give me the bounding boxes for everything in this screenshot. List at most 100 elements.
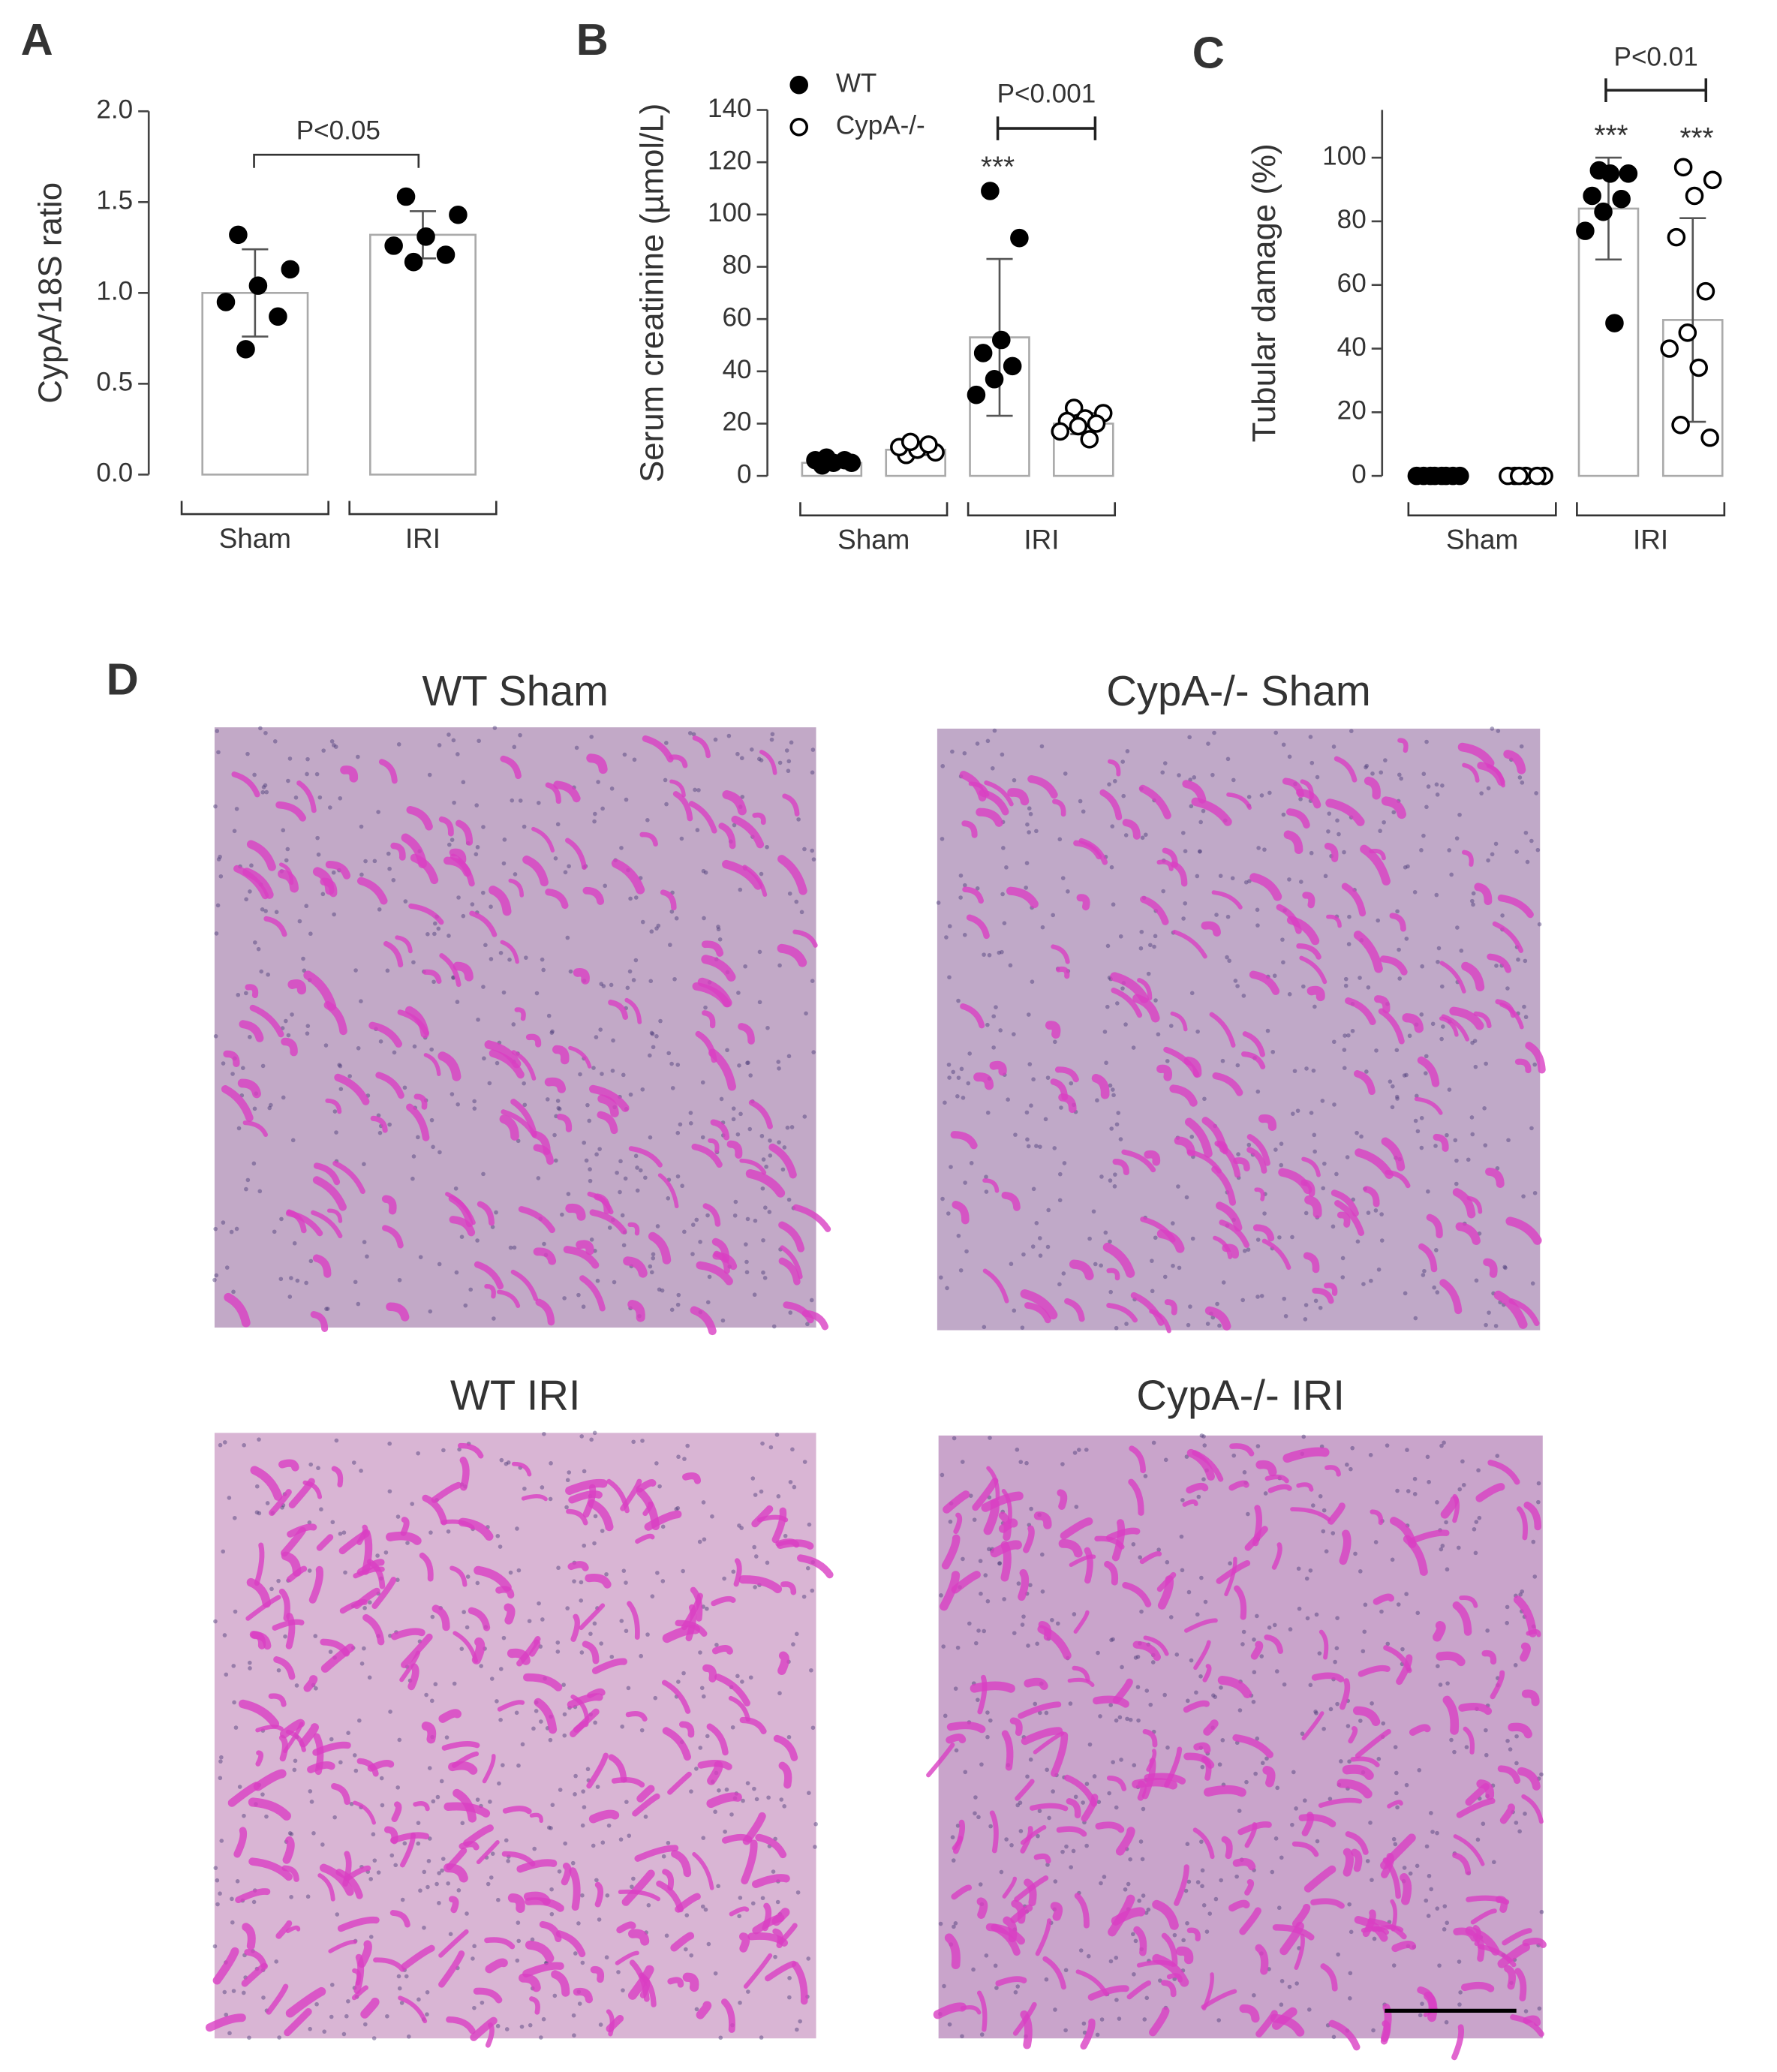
nucleus (1012, 1631, 1017, 1635)
nucleus (1281, 960, 1285, 965)
tubule (516, 1859, 558, 1873)
nucleus (572, 1579, 576, 1583)
nucleus (1537, 922, 1542, 927)
nucleus (422, 1925, 426, 1930)
nucleus (332, 1815, 337, 1820)
tubule (1228, 1480, 1249, 1491)
nucleus (1343, 1033, 1347, 1038)
tubule (1354, 1916, 1388, 1942)
tubule (745, 1168, 786, 1198)
nucleus (1063, 1968, 1069, 1973)
nucleus (1394, 1094, 1400, 1099)
tubule (448, 1761, 478, 1775)
tubule (1439, 1279, 1463, 1315)
tubule (282, 1836, 295, 1864)
nucleus (289, 1895, 293, 1899)
tubule (1470, 1908, 1497, 1925)
tubule (1057, 1489, 1068, 1510)
nucleus (427, 772, 432, 777)
nucleus (703, 1005, 708, 1010)
tubule (1073, 1610, 1090, 1634)
nucleus (675, 1505, 681, 1511)
nucleus (777, 1691, 782, 1696)
nucleus (1474, 1520, 1479, 1524)
nucleus (573, 1773, 578, 1779)
nucleus (947, 924, 952, 929)
nucleus (1297, 1606, 1302, 1611)
nucleus (998, 1028, 1003, 1033)
nucleus (1221, 1280, 1226, 1285)
nucleus (252, 1106, 257, 1111)
nucleus (1404, 1072, 1409, 1078)
nucleus (1133, 1655, 1138, 1660)
tubule (1108, 1894, 1135, 1937)
bar (369, 233, 477, 476)
nucleus (1368, 1821, 1373, 1825)
nucleus (580, 1893, 585, 1898)
nucleus (588, 1178, 593, 1183)
tubule (1111, 988, 1143, 1018)
tubule (1148, 2007, 1170, 2037)
tubule (281, 1865, 299, 1882)
nucleus (1217, 1323, 1222, 1328)
tubule (544, 1077, 567, 1093)
tubule (582, 1484, 597, 1518)
nucleus (215, 1878, 220, 1883)
nucleus (472, 2005, 477, 2010)
nucleus (1034, 1144, 1039, 1148)
nucleus (1107, 1791, 1111, 1796)
nucleus (257, 1511, 262, 1516)
nucleus (286, 1033, 291, 1038)
tubule (618, 1889, 661, 1902)
nucleus (999, 1869, 1004, 1875)
tubule (1318, 1797, 1363, 1808)
nucleus (304, 904, 309, 909)
nucleus (963, 883, 967, 888)
tubule (1184, 1618, 1218, 1633)
tubule (459, 1457, 470, 1491)
tubule (1462, 762, 1480, 783)
tubule (275, 1920, 293, 1939)
nucleus (975, 886, 980, 891)
nucleus (1132, 1971, 1136, 1977)
tubule (525, 1033, 542, 1048)
nucleus (402, 1841, 407, 1846)
nucleus (639, 1653, 643, 1659)
nucleus (714, 1643, 719, 1647)
tubule (398, 1995, 428, 2024)
tubule (989, 1810, 999, 1854)
nucleus (1252, 1670, 1257, 1675)
tubule (951, 1884, 973, 1900)
nucleus (731, 1106, 736, 1111)
nucleus (1260, 1761, 1265, 1766)
nucleus (335, 1912, 340, 1917)
nucleus (244, 991, 248, 996)
tubule (586, 753, 608, 774)
nucleus (1396, 1602, 1401, 1607)
nucleus (344, 2013, 349, 2019)
x-tick-label: IRI (1633, 525, 1668, 555)
data-point (1673, 158, 1693, 177)
nucleus (690, 1252, 695, 1256)
nucleus (1402, 1866, 1407, 1870)
nucleus (1038, 1253, 1043, 1258)
nucleus (292, 1767, 297, 1773)
tubule (1182, 1499, 1198, 1507)
nucleus (1445, 1681, 1450, 1686)
tubule (1183, 1700, 1210, 1713)
tubule (960, 1003, 985, 1029)
tubule (332, 1160, 365, 1195)
nucleus (573, 1792, 577, 1797)
nucleus (504, 1838, 509, 1843)
nucleus (582, 1469, 587, 1474)
nucleus (264, 789, 269, 795)
nucleus (1160, 770, 1165, 775)
tubule (1497, 1765, 1521, 1785)
tubule (1255, 1460, 1277, 1477)
nucleus (248, 1666, 252, 1671)
nucleus (399, 2001, 404, 2005)
nucleus (465, 1625, 470, 1630)
nucleus (233, 1725, 239, 1730)
tubule (510, 1099, 537, 1137)
nucleus (1481, 1821, 1486, 1827)
